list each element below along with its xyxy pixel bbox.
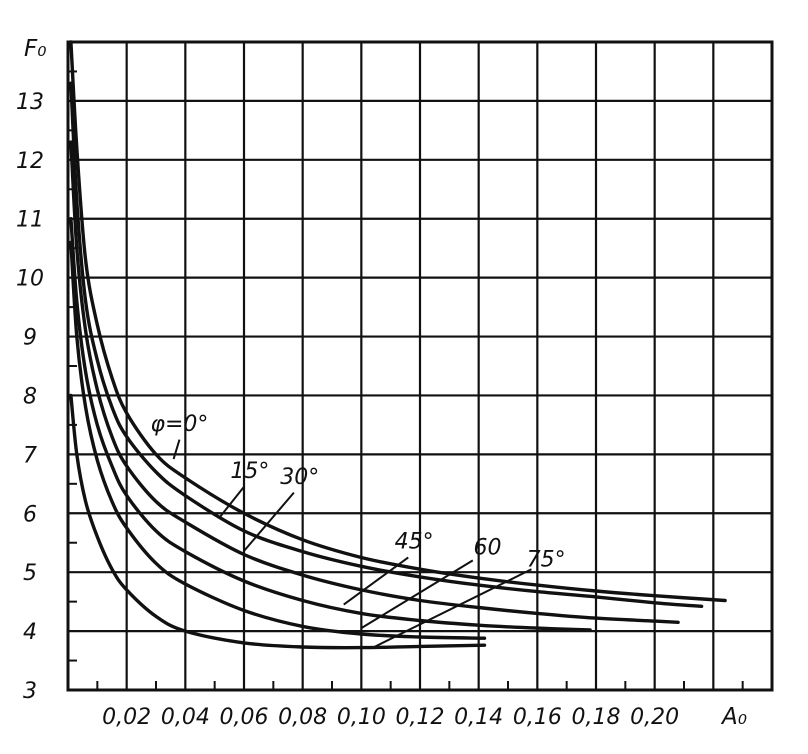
series-line-3 bbox=[69, 217, 592, 632]
y-tick-label: 10 bbox=[16, 267, 44, 292]
series-label: 30° bbox=[280, 465, 319, 490]
tick-labels: 0,02 0,04 0,06 0,08 0,10 0,12 0,14 0,16 0,18 0,20… bbox=[16, 90, 679, 730]
y-tick-label: 3 bbox=[23, 679, 37, 704]
y-tick-label: 12 bbox=[16, 149, 44, 174]
x-tick-label: 0,18 bbox=[572, 705, 621, 730]
x-tick-label: 0,06 bbox=[220, 705, 269, 730]
leader-line bbox=[243, 492, 295, 552]
series-line-0 bbox=[69, 40, 727, 603]
leader-line bbox=[172, 439, 181, 460]
x-tick-label: 0,04 bbox=[161, 705, 210, 730]
y-tick-label: 8 bbox=[23, 384, 37, 409]
x-tick-label: 0,12 bbox=[396, 705, 445, 730]
y-tick-label: 11 bbox=[16, 208, 44, 233]
series-line-5 bbox=[69, 393, 487, 650]
x-tick-label: 0,20 bbox=[630, 705, 679, 730]
y-tick-label: 9 bbox=[23, 326, 37, 351]
leader-lines bbox=[172, 439, 532, 649]
y-tick-label: 13 bbox=[16, 90, 44, 115]
y-tick-label: 7 bbox=[23, 443, 37, 468]
x-tick-label: 0,10 bbox=[337, 705, 386, 730]
leader-line bbox=[343, 556, 409, 606]
leader-line bbox=[360, 559, 474, 629]
x-tick-label: 0,02 bbox=[102, 705, 151, 730]
y-axis-title: F₀ bbox=[24, 36, 46, 62]
curve-labels: φ=0° 15° 30° 45° 60 75° bbox=[150, 412, 565, 572]
series-label: 75° bbox=[527, 547, 566, 572]
series-label: φ=0° bbox=[150, 412, 208, 437]
series-group bbox=[69, 40, 727, 650]
x-tick-label: 0,14 bbox=[454, 705, 503, 730]
x-tick-label: 0,08 bbox=[278, 705, 327, 730]
leader-line bbox=[219, 486, 245, 517]
series-label: 15° bbox=[230, 459, 269, 484]
plot-frame bbox=[66, 40, 774, 692]
series-line-2 bbox=[69, 140, 680, 624]
y-tick-label: 5 bbox=[23, 561, 37, 586]
series-line-4 bbox=[69, 240, 487, 640]
x-axis-title: A₀ bbox=[720, 704, 747, 730]
plot-border bbox=[66, 40, 774, 692]
series-label: 45° bbox=[395, 530, 434, 555]
y-tick-label: 4 bbox=[23, 620, 37, 645]
series-label: 60 bbox=[473, 536, 501, 561]
y-tick-label: 6 bbox=[23, 502, 37, 527]
x-tick-label: 0,16 bbox=[513, 705, 562, 730]
series-line-1 bbox=[69, 81, 704, 608]
leader-line bbox=[372, 568, 532, 649]
